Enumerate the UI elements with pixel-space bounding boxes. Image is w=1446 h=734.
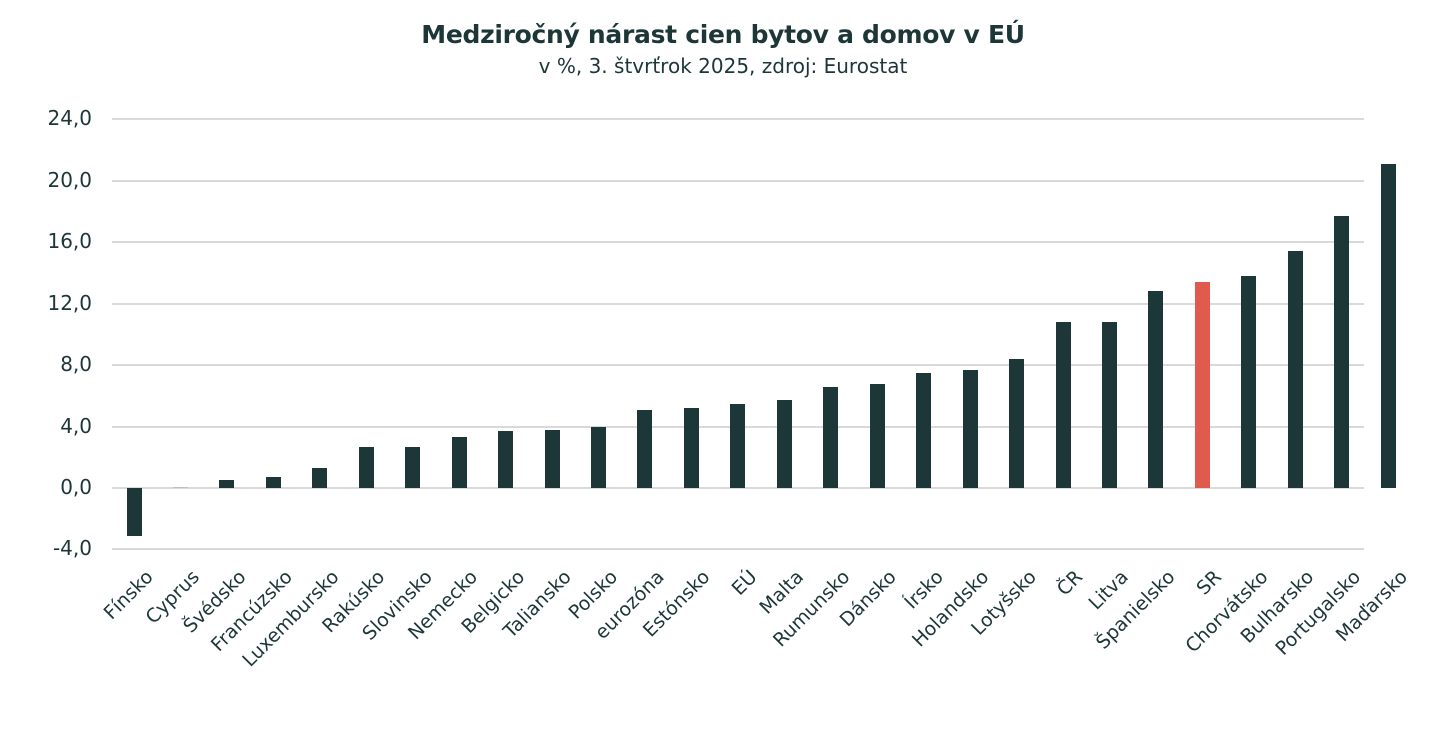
chart-subtitle: v %, 3. štvrťrok 2025, zdroj: Eurostat [538,54,908,78]
gridline [112,241,1364,244]
gridline [112,302,1364,305]
bar-14 [776,400,792,488]
bar-27 [1380,163,1396,488]
bar-15 [823,386,839,488]
bar-8 [498,431,514,488]
bar-7 [451,437,467,488]
x-tick-label: SR [1192,566,1227,600]
gridline [112,179,1364,182]
bar-11 [637,409,653,488]
bar-16 [869,383,885,488]
y-tick-label: 8,0 [60,352,92,377]
bar-26 [1334,216,1350,488]
bar-20 [1055,322,1071,488]
bar-5 [358,446,374,488]
bar-10 [591,426,606,488]
gridline [112,487,1364,489]
bar-24 [1241,276,1257,488]
bar-6 [405,446,421,488]
y-tick-label: 0,0 [60,475,92,499]
chart-title: Medziročný nárast cien bytov a domov v E… [421,20,1025,49]
bar-0 [126,488,142,536]
bar-18 [962,369,978,488]
bar-22 [1148,291,1164,488]
bar-9 [544,429,560,488]
y-tick-label: 24,0 [47,106,92,131]
y-tick-label: 12,0 [47,290,92,315]
bar-21 [1101,322,1117,488]
y-tick-label: 16,0 [47,229,92,254]
bar-25 [1287,251,1303,488]
y-tick-label: 4,0 [60,413,92,438]
x-tick-label: EÚ [727,566,762,600]
bar-12 [683,408,699,488]
gridline [112,118,1364,121]
bar-17 [916,372,932,488]
y-tick-label: -4,0 [52,536,92,561]
y-tick-label: 20,0 [47,167,92,192]
bar-13 [730,403,746,488]
x-tick-label: ČR [1052,566,1088,601]
bar-2 [219,480,235,488]
bar-19 [1009,358,1025,488]
bar-3 [265,477,281,488]
bar-1 [172,486,188,488]
bar-23 [1194,282,1210,488]
bar-4 [312,468,328,488]
gridline [112,548,1364,551]
gridline [112,364,1364,367]
